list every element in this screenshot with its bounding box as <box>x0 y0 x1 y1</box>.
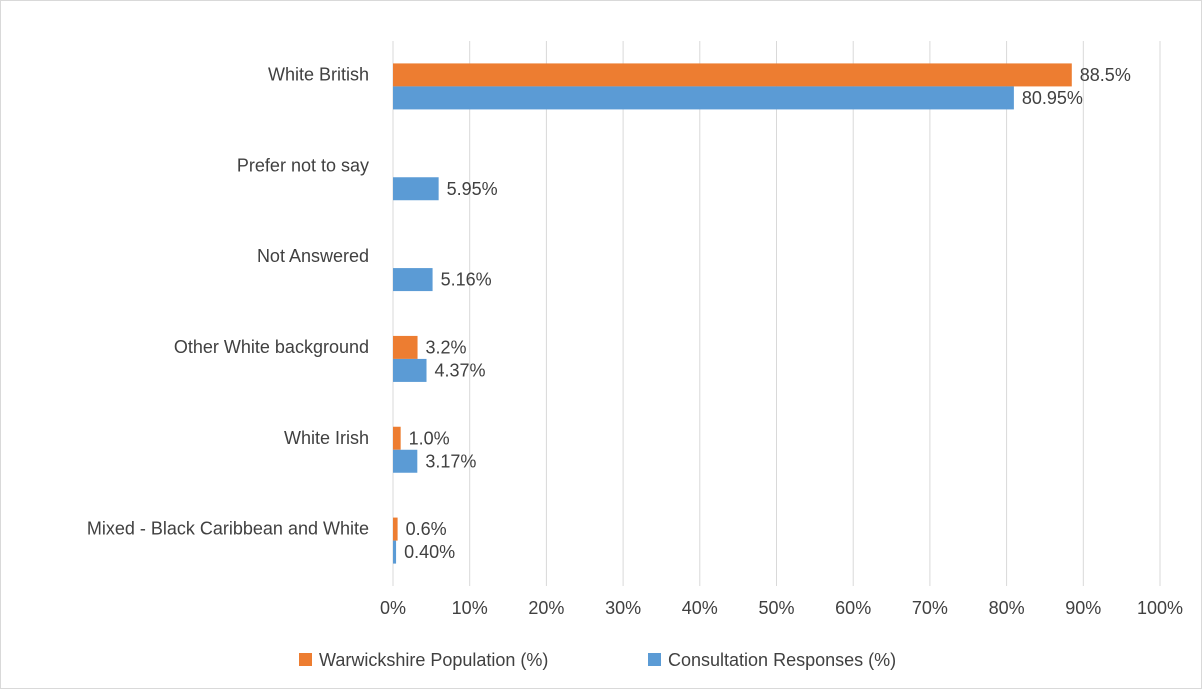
x-tick-label: 30% <box>605 598 641 618</box>
x-tick-label: 80% <box>989 598 1025 618</box>
category-label: Other White background <box>174 337 369 357</box>
x-axis-tick-labels: 0% 10% 20% 30% 40% 50% 60% 70% 80% 90% 100% <box>380 598 1183 618</box>
x-tick-label: 20% <box>528 598 564 618</box>
data-label: 0.40% <box>404 542 455 562</box>
x-tick-label: 10% <box>452 598 488 618</box>
bar-responses <box>393 268 433 292</box>
data-label: 3.17% <box>425 451 476 471</box>
gridlines <box>392 41 1161 586</box>
category-label: White Irish <box>284 428 369 448</box>
x-tick-label: 40% <box>682 598 718 618</box>
data-label: 88.5% <box>1080 65 1131 85</box>
category-label: Not Answered <box>257 246 369 266</box>
category-labels: White British Prefer not to say Not Answer… <box>87 64 369 538</box>
bar-population <box>393 335 418 359</box>
data-labels: 88.5% 80.95% 5.95% 5.16% 3.2% 4.37% 1.0% 3.17% 0… <box>404 65 1131 562</box>
bar-responses <box>393 449 418 473</box>
x-tick-label: 100% <box>1137 598 1183 618</box>
x-tick-label: 0% <box>380 598 406 618</box>
data-label: 5.16% <box>441 270 492 290</box>
data-label: 0.6% <box>406 519 447 539</box>
data-label: 80.95% <box>1022 88 1083 108</box>
bar-population <box>393 63 1072 87</box>
data-label: 5.95% <box>447 179 498 199</box>
bar-population <box>393 426 401 450</box>
category-label: Prefer not to say <box>237 155 369 175</box>
x-tick-label: 90% <box>1065 598 1101 618</box>
data-label: 3.2% <box>426 337 467 357</box>
x-tick-label: 60% <box>835 598 871 618</box>
bar-population <box>393 517 398 541</box>
legend-swatch <box>299 653 312 666</box>
x-tick-label: 50% <box>758 598 794 618</box>
category-label: Mixed - Black Caribbean and White <box>87 519 369 539</box>
data-label: 4.37% <box>435 360 486 380</box>
bars <box>393 63 1072 564</box>
bar-responses <box>393 358 427 382</box>
legend: Warwickshire Population (%) Consultation … <box>299 650 896 670</box>
data-label: 1.0% <box>409 428 450 448</box>
bar-responses <box>393 177 439 201</box>
legend-swatch <box>648 653 661 666</box>
x-tick-label: 70% <box>912 598 948 618</box>
legend-label: Warwickshire Population (%) <box>319 650 548 670</box>
legend-label: Consultation Responses (%) <box>668 650 896 670</box>
bar-responses <box>393 540 397 564</box>
bar-responses <box>393 86 1014 110</box>
category-label: White British <box>268 64 369 84</box>
